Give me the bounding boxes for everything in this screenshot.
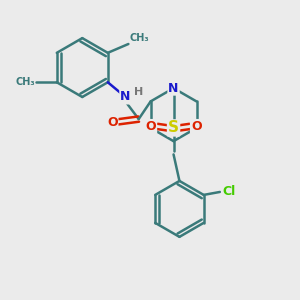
Text: S: S (168, 120, 179, 135)
Text: H: H (134, 87, 143, 97)
Text: O: O (146, 120, 156, 133)
Text: CH₃: CH₃ (15, 77, 35, 87)
Text: Cl: Cl (222, 185, 235, 199)
Text: CH₃: CH₃ (130, 32, 149, 43)
Text: O: O (191, 120, 202, 133)
Text: N: N (168, 82, 179, 95)
Text: O: O (107, 116, 118, 128)
Text: N: N (120, 91, 130, 103)
